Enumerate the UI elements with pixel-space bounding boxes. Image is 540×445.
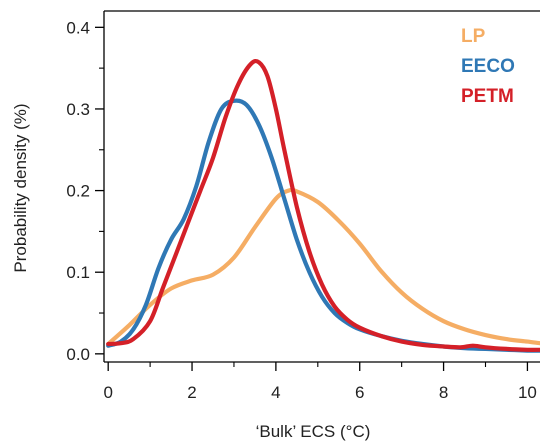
series-line-eeco (106, 98, 540, 353)
x-tick-label: 4 (271, 383, 280, 402)
y-axis: 0.0 0.1 0.2 0.3 0.4 (66, 18, 104, 364)
x-axis-title: ‘Bulk’ ECS (°C) (256, 422, 371, 441)
series-line-petm (106, 58, 540, 352)
series-layer (106, 58, 540, 353)
y-tick-label: 0.1 (66, 263, 90, 282)
legend: LP EECO PETM (461, 26, 515, 107)
legend-entry-eeco: EECO (461, 56, 515, 77)
x-axis: 0 2 4 6 8 10 (103, 362, 537, 402)
series-line-lp (106, 187, 540, 347)
y-tick-label: 0.2 (66, 182, 90, 201)
x-tick-label: 8 (439, 383, 448, 402)
x-tick-label: 6 (355, 383, 364, 402)
plot-area (103, 10, 540, 363)
x-tick-label: 0 (103, 383, 112, 402)
x-tick-label: 10 (518, 383, 537, 402)
y-axis-title: Probability density (%) (11, 103, 30, 272)
legend-entry-petm: PETM (461, 86, 514, 107)
y-tick-label: 0.3 (66, 100, 90, 119)
x-tick-label: 2 (187, 383, 196, 402)
y-tick-label: 0.0 (66, 345, 90, 364)
y-tick-label: 0.4 (66, 18, 90, 37)
legend-entry-lp: LP (461, 26, 486, 47)
